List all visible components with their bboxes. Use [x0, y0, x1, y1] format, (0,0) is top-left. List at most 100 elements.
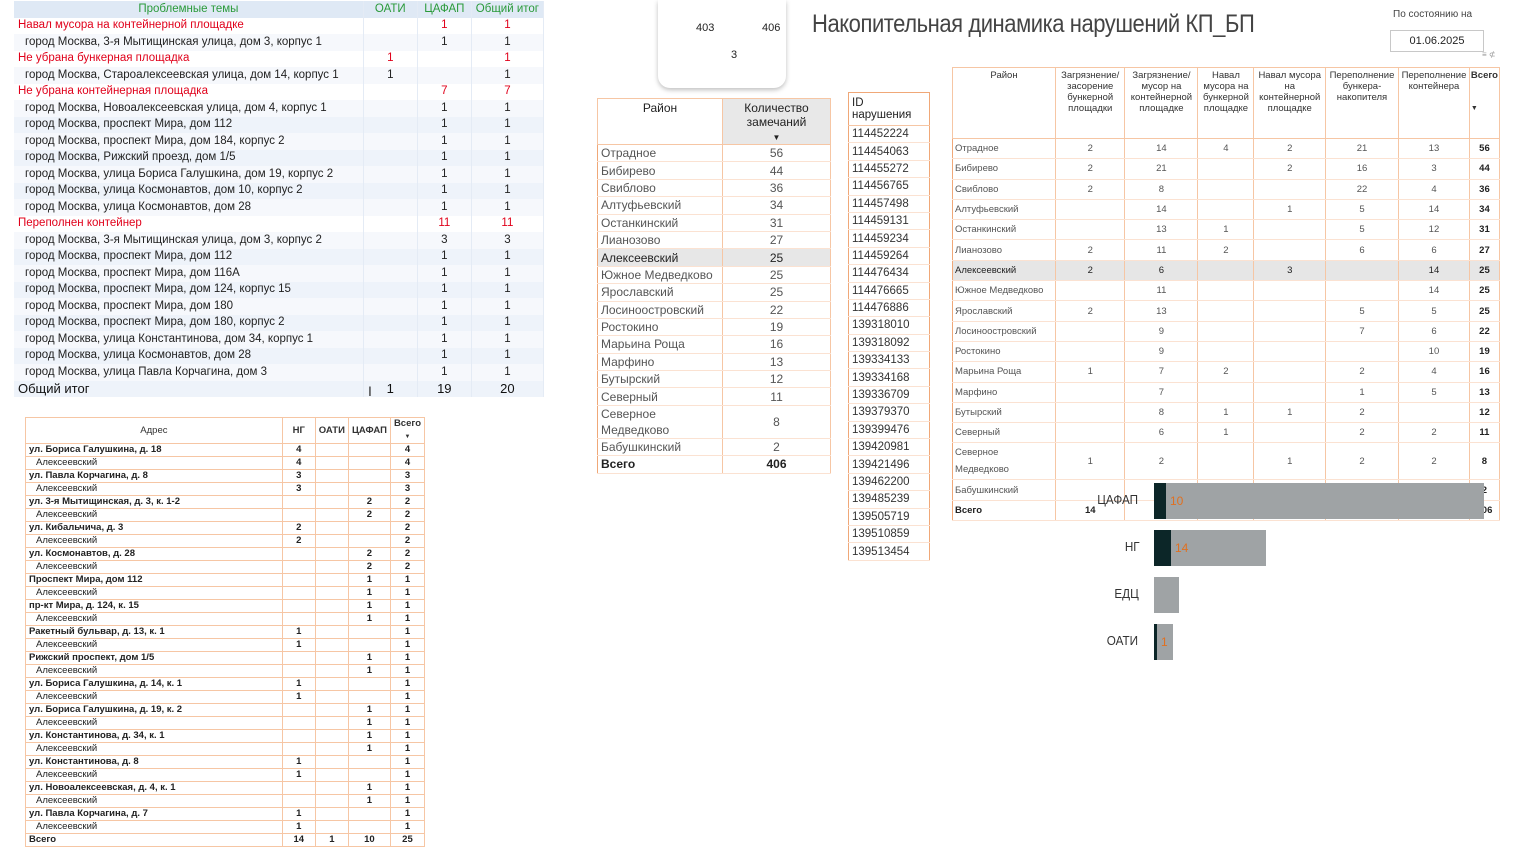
- pivot-row[interactable]: город Москва, улица Бориса Галушкина, до…: [14, 166, 545, 183]
- address-header-cell[interactable]: Всего ▼: [389, 417, 426, 444]
- matrix-row[interactable]: Алтуфьевский 14 1 5 14 34: [952, 199, 1501, 221]
- address-header-cell[interactable]: НГ: [281, 417, 316, 444]
- pivot-row[interactable]: город Москва, Новоалексеевская улица, до…: [14, 100, 545, 117]
- matrix-row[interactable]: Южное Медведково 11 14 25: [952, 280, 1501, 302]
- violation-id-row[interactable]: 139421496: [848, 455, 930, 474]
- pivot-row[interactable]: город Москва, проспект Мира, дом 184, ко…: [14, 133, 545, 150]
- bar-row[interactable]: ЕДЦ: [1090, 574, 1510, 614]
- bar-background[interactable]: [1154, 624, 1173, 660]
- address-group-row[interactable]: ул. 3-я Мытищинская, д. 3, к. 1-2 2 2: [25, 495, 426, 509]
- pivot-group-label[interactable]: Навал мусора на контейнерной площадке: [14, 17, 364, 34]
- violation-id-row[interactable]: 114459131: [848, 212, 930, 231]
- as-of-date-field[interactable]: 01.06.2025: [1390, 30, 1484, 52]
- address-sub-row[interactable]: Алексеевский 1 1: [25, 716, 426, 730]
- matrix-row[interactable]: Бутырский 8 1 1 2 12: [952, 402, 1501, 424]
- address-sub-row[interactable]: Алексеевский 1 1: [25, 586, 426, 600]
- matrix-row[interactable]: Лосиноостровский 9 7 6 22: [952, 321, 1501, 342]
- address-sub-row[interactable]: Алексеевский 1 1: [25, 612, 426, 626]
- pivot-group-label[interactable]: Не убрана контейнерная площадка: [14, 83, 364, 100]
- district-row[interactable]: Северный 11: [597, 387, 831, 406]
- violation-id-row[interactable]: 139334168: [848, 368, 930, 387]
- violation-id-row[interactable]: 139462200: [848, 473, 930, 492]
- pivot-row[interactable]: город Москва, проспект Мира, дом 180, ко…: [14, 314, 545, 331]
- bar-background[interactable]: [1154, 577, 1179, 613]
- address-header-cell[interactable]: ОАТИ: [314, 417, 349, 444]
- pivot-row[interactable]: город Москва, проспект Мира, дом 124, ко…: [14, 281, 545, 298]
- pivot-row[interactable]: город Москва, Рижский проезд, дом 1/5 1 1: [14, 149, 545, 166]
- violation-id-row[interactable]: 139318010: [848, 316, 930, 335]
- address-header-cell[interactable]: ЦАФАП: [347, 417, 391, 444]
- violation-id-row[interactable]: 139510859: [848, 525, 930, 544]
- pivot-row[interactable]: город Москва, улица Павла Корчагина, дом…: [14, 364, 545, 381]
- matrix-row[interactable]: Отрадное 2 14 4 2 21 13 56: [952, 138, 1501, 160]
- violation-id-row[interactable]: 114456765: [848, 177, 930, 196]
- violation-id-row[interactable]: 114459264: [848, 247, 930, 266]
- district-row[interactable]: Бибирево 44: [597, 161, 831, 180]
- pivot-group-row[interactable]: Переполнен контейнер 11 11: [14, 215, 545, 232]
- pivot-group-row[interactable]: Навал мусора на контейнерной площадке 1 1: [14, 17, 545, 34]
- violation-id-row[interactable]: 139379370: [848, 403, 930, 422]
- pivot-row[interactable]: город Москва, проспект Мира, дом 180 1 1: [14, 298, 545, 315]
- pivot-row[interactable]: город Москва, проспект Мира, дом 116А 1 1: [14, 265, 545, 282]
- matrix-header-cell[interactable]: Переполнение контейнера: [1398, 67, 1470, 139]
- id-header[interactable]: ID нарушения: [848, 92, 930, 126]
- violation-id-row[interactable]: 139334133: [848, 351, 930, 370]
- matrix-header-cell[interactable]: Переполнение бункера-накопителя: [1324, 67, 1400, 139]
- district-row[interactable]: Северное Медведково 8: [597, 405, 831, 439]
- district-row[interactable]: Ростокино 19: [597, 318, 831, 337]
- pivot-row[interactable]: город Москва, улица Константинова, дом 3…: [14, 331, 545, 348]
- violation-id-row[interactable]: 139513454: [848, 542, 930, 561]
- district-row[interactable]: Бутырский 12: [597, 370, 831, 389]
- matrix-header-cell[interactable]: Всего ▼: [1468, 67, 1501, 139]
- bar-row[interactable]: ЦАФАП 10: [1090, 480, 1510, 520]
- pivot-row[interactable]: город Москва, 3-я Мытищинская улица, дом…: [14, 34, 545, 51]
- pivot-row[interactable]: город Москва, Староалексеевская улица, д…: [14, 67, 545, 84]
- district-header[interactable]: Район: [596, 98, 724, 145]
- violation-id-row[interactable]: 139420981: [848, 438, 930, 457]
- violation-id-row[interactable]: 114454063: [848, 142, 930, 161]
- pivot-group-label[interactable]: Не убрана бункерная площадка: [14, 50, 364, 67]
- sort-desc-icon[interactable]: ▼: [404, 434, 411, 440]
- district-row[interactable]: Лианозово 27: [597, 231, 831, 250]
- address-sub-row[interactable]: Алексеевский 1 1: [25, 794, 426, 808]
- matrix-header-cell[interactable]: Навал мусора на бункерной площадке: [1197, 67, 1255, 139]
- matrix-row[interactable]: Ярославский 2 13 5 5 25: [952, 300, 1501, 322]
- district-row[interactable]: Марьина Роща 16: [597, 335, 831, 354]
- pivot-row[interactable]: город Москва, проспект Мира, дом 112 1 1: [14, 248, 545, 265]
- district-row[interactable]: Бабушкинский 2: [597, 438, 831, 457]
- violation-id-row[interactable]: 139336709: [848, 386, 930, 405]
- sort-desc-icon[interactable]: ▼: [1470, 105, 1478, 112]
- address-sub-row[interactable]: Алексеевский 2 2: [25, 560, 426, 574]
- matrix-row[interactable]: Северное Медведково 1 2 1 2 2 8: [952, 442, 1501, 481]
- address-group-row[interactable]: пр-кт Мира, д. 124, к. 15 1 1: [25, 599, 426, 613]
- address-group-row[interactable]: Рижский проспект, дом 1/5 1 1: [25, 651, 426, 665]
- matrix-header-cell[interactable]: Район: [952, 67, 1056, 139]
- matrix-row[interactable]: Останкинский 13 1 5 12 31: [952, 219, 1501, 241]
- matrix-row[interactable]: Свиблово 2 8 22 4 36: [952, 179, 1501, 200]
- matrix-row[interactable]: Алексеевский 2 6 3 14 25: [952, 260, 1501, 282]
- bar-background[interactable]: [1154, 530, 1266, 566]
- address-sub-row[interactable]: Алексеевский 2 2: [25, 508, 426, 522]
- count-header[interactable]: Количество замечаний ▼: [722, 98, 831, 145]
- matrix-row[interactable]: Лианозово 2 11 2 6 6 27: [952, 239, 1501, 261]
- violation-id-row[interactable]: 114476434: [848, 264, 930, 283]
- address-sub-row[interactable]: Алексеевский 3 3: [25, 482, 426, 496]
- matrix-row[interactable]: Бибирево 2 21 2 16 3 44: [952, 158, 1501, 180]
- matrix-row[interactable]: Северный 6 1 2 2 11: [952, 422, 1501, 444]
- address-header-cell[interactable]: Адрес: [25, 417, 283, 444]
- sort-desc-icon[interactable]: ▼: [772, 133, 781, 142]
- violation-id-row[interactable]: 139399476: [848, 421, 930, 440]
- matrix-row[interactable]: Марьина Роща 1 7 2 2 4 16: [952, 361, 1501, 383]
- violation-id-row[interactable]: 114459234: [848, 229, 930, 248]
- bar-fill[interactable]: [1154, 624, 1157, 660]
- district-row[interactable]: Отрадное 56: [597, 144, 831, 163]
